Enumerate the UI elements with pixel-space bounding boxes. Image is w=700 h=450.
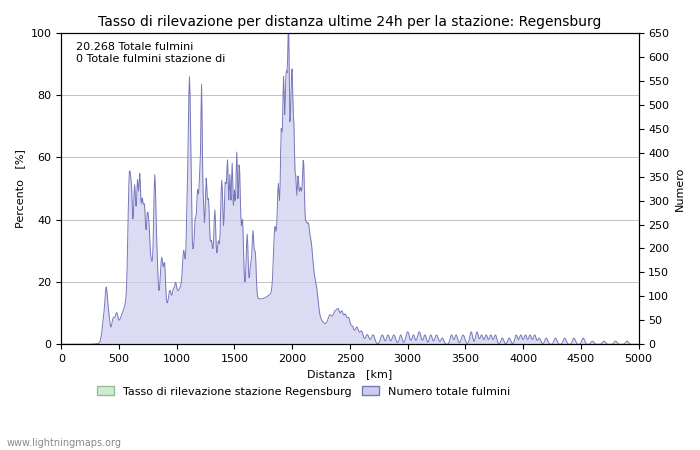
Title: Tasso di rilevazione per distanza ultime 24h per la stazione: Regensburg: Tasso di rilevazione per distanza ultime… [98, 15, 601, 29]
Y-axis label: Numero: Numero [675, 166, 685, 211]
Text: 20.268 Totale fulmini
0 Totale fulmini stazione di: 20.268 Totale fulmini 0 Totale fulmini s… [76, 42, 225, 64]
Y-axis label: Percento   [%]: Percento [%] [15, 149, 25, 228]
Legend: Tasso di rilevazione stazione Regensburg, Numero totale fulmini: Tasso di rilevazione stazione Regensburg… [93, 382, 514, 401]
Text: www.lightningmaps.org: www.lightningmaps.org [7, 438, 122, 448]
X-axis label: Distanza   [km]: Distanza [km] [307, 369, 393, 379]
